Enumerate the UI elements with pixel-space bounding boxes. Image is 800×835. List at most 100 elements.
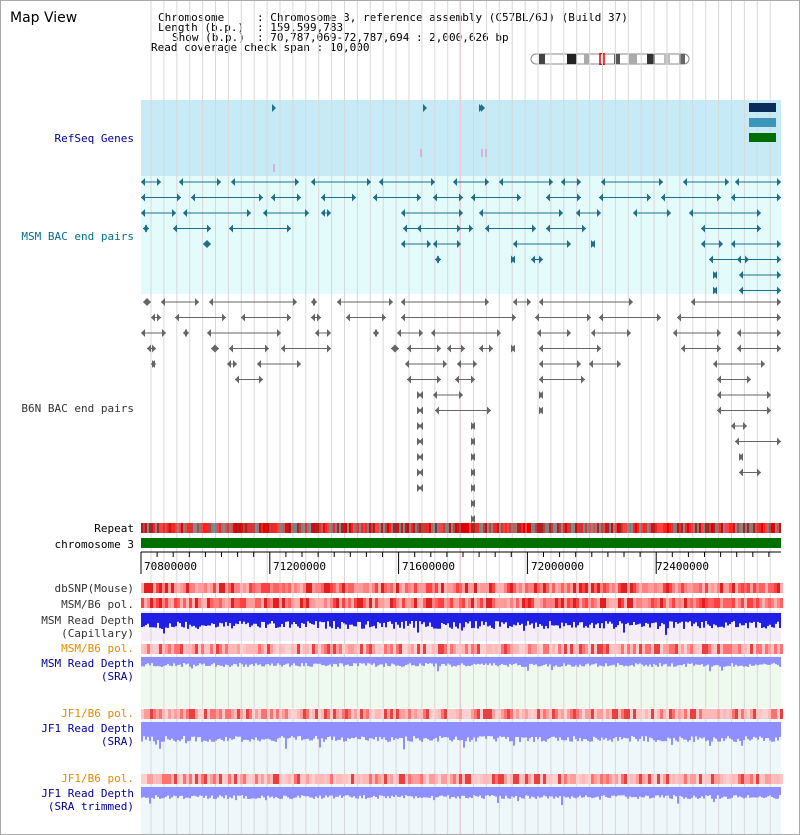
depth-bar [737,657,739,667]
depth-bar [543,657,545,666]
b6n-bac-pair-end [512,313,516,322]
heat-cell [699,644,702,654]
heat-cell [270,709,273,719]
heat-cell [297,583,300,593]
heat-cell [309,644,312,654]
depth-bar [707,722,709,741]
chromosome-value: : Chromosome 3, reference assembly (C57B… [257,11,628,24]
msm-bac-pair-end [549,178,553,186]
heat-cell [537,644,540,654]
depth-bar [445,787,447,797]
heat-cell [405,583,408,593]
heat-cell [297,709,300,719]
heat-cell [606,598,609,608]
depth-bar [317,613,319,628]
depth-bar [763,657,765,664]
depth-bar [691,657,693,664]
heat-cell [642,709,645,719]
repeat-segment [665,523,667,533]
heat-cell [699,583,702,593]
depth-bar [625,657,627,666]
repeat-segment [697,523,699,533]
heat-cell [681,644,684,654]
depth-bar [511,657,513,666]
repeat-segment [305,523,307,533]
heat-cell [483,709,486,719]
heat-cell [501,774,504,784]
heat-cell [327,598,330,608]
heat-cell [300,583,303,593]
heat-cell [633,583,636,593]
b6n-bac-pair-end [717,375,721,384]
depth-bar [729,657,731,667]
heat-cell [447,598,450,608]
repeat-segment [685,523,687,533]
depth-bar [425,722,427,739]
refseq-gene-features [272,103,776,172]
depth-bar [149,657,151,666]
heat-cell [204,644,207,654]
heat-cell [288,709,291,719]
heat-cell [225,774,228,784]
heat-cell [672,709,675,719]
depth-bar [615,657,617,667]
heat-cell [369,774,372,784]
depth-bar [707,787,709,797]
heat-cell [489,598,492,608]
depth-bar [169,613,171,624]
repeat-segment [149,523,151,533]
heat-cell [447,583,450,593]
depth-bar [589,787,591,798]
heat-cell [549,598,552,608]
repeat-segment [229,523,231,533]
depth-bar [729,787,731,799]
chromosome-ideogram[interactable] [529,53,691,65]
heat-cell [363,598,366,608]
heat-cell [459,644,462,654]
depth-bar [753,657,755,666]
depth-bar [527,787,529,796]
depth-bar [271,722,273,741]
depth-bar [289,613,291,628]
heat-cell [318,583,321,593]
heat-cell [498,583,501,593]
repeat-segment [175,523,177,533]
depth-bar [661,657,663,667]
heat-cell [246,709,249,719]
msm-bac-pair-end [401,209,405,217]
heat-cell [486,583,489,593]
heat-cell [219,644,222,654]
heat-cell [267,583,270,593]
depth-bar [263,722,265,740]
heat-cell [267,709,270,719]
heat-cell [285,583,288,593]
heat-cell [315,598,318,608]
depth-bar [209,657,211,666]
b6n-bac-pair-end [141,329,145,337]
depth-bar [525,787,527,796]
repeat-segment [633,523,635,533]
depth-bar [351,787,353,798]
heat-cell [420,644,423,654]
msm-bac-pair-end [601,178,605,186]
depth-bar [555,787,557,797]
depth-bar [141,657,143,667]
repeat-segment [523,523,525,533]
heat-cell [741,644,744,654]
repeat-segment [509,523,511,533]
depth-bar [163,657,165,666]
b6n-bac-pair-end [229,344,233,353]
heat-cell [636,644,639,654]
depth-bar [521,613,523,624]
depth-bar [611,613,613,624]
heat-cell [621,774,624,784]
depth-bar [207,657,209,666]
depth-bar [229,657,231,667]
depth-bar [579,787,581,796]
heat-cell [282,598,285,608]
heat-cell [168,709,171,719]
repeat-segment [249,523,251,533]
heat-cell [231,774,234,784]
heat-cell [744,644,747,654]
